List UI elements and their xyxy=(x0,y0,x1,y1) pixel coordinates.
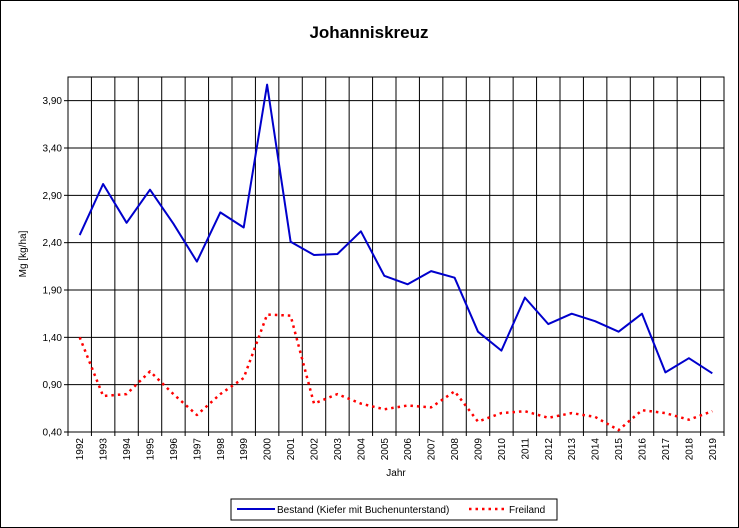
series-line-bestand xyxy=(78,83,713,375)
x-tick-label: 1993 xyxy=(99,438,110,461)
x-tick-label: 1997 xyxy=(192,438,203,461)
x-tick-label: 1992 xyxy=(75,438,86,461)
x-axis-label: Jahr xyxy=(386,468,406,479)
y-tick-label: 3,90 xyxy=(43,96,63,107)
x-tick-label: 2019 xyxy=(708,438,719,461)
y-tick-label: 1,90 xyxy=(43,286,63,297)
x-tick-label: 1998 xyxy=(216,438,227,461)
x-tick-labels: 1992 1993 1994 1995 1996 1997 1998 1999 2000 2001… xyxy=(75,438,719,461)
x-tick-label: 2018 xyxy=(684,438,695,461)
legend-label-freiland: Freiland xyxy=(509,505,545,516)
x-tick-label: 2016 xyxy=(638,438,649,461)
y-tick-label: 2,90 xyxy=(43,191,63,202)
legend: Bestand (Kiefer mit Buchenunterstand) Fr… xyxy=(230,498,558,521)
x-tick-label: 2000 xyxy=(263,438,274,461)
x-tick-label: 2009 xyxy=(474,438,485,461)
x-tick-label: 2013 xyxy=(567,438,578,461)
x-tick-label: 2006 xyxy=(403,438,414,461)
y-tick-label: 0,40 xyxy=(43,428,63,439)
legend-box xyxy=(230,498,558,521)
chart-title: Johanniskreuz xyxy=(309,23,428,42)
x-tick-label: 1994 xyxy=(122,438,133,461)
y-tick-labels: 0,40 0,90 1,40 1,90 2,40 2,90 3,40 3,90 xyxy=(43,96,63,438)
x-tick-label: 2003 xyxy=(333,438,344,461)
x-tick-label: 1999 xyxy=(239,438,250,461)
x-tick-label: 1995 xyxy=(146,438,157,461)
series-layer xyxy=(78,83,713,432)
y-tick-label: 2,40 xyxy=(43,238,63,249)
series-line-freiland xyxy=(78,313,713,432)
y-axis-label: Mg [kg/ha] xyxy=(18,230,29,277)
y-tick-label: 0,90 xyxy=(43,380,63,391)
x-tick-label: 2005 xyxy=(380,438,391,461)
x-tick-label: 2011 xyxy=(520,438,531,460)
grid-vertical xyxy=(67,77,725,436)
x-tick-label: 1996 xyxy=(169,438,180,461)
x-tick-label: 2010 xyxy=(497,438,508,461)
x-tick-label: 2001 xyxy=(286,438,297,461)
legend-label-bestand: Bestand (Kiefer mit Buchenunterstand) xyxy=(277,505,449,516)
x-tick-label: 2012 xyxy=(544,438,555,461)
x-tick-label: 2014 xyxy=(591,438,602,461)
x-tick-label: 2007 xyxy=(427,438,438,461)
x-tick-label: 2015 xyxy=(614,438,625,461)
y-tick-label: 1,40 xyxy=(43,333,63,344)
x-tick-label: 2017 xyxy=(661,438,672,461)
x-tick-label: 2008 xyxy=(450,438,461,461)
x-tick-label: 2004 xyxy=(356,438,367,461)
y-tick-label: 3,40 xyxy=(43,144,63,155)
x-tick-label: 2002 xyxy=(310,438,321,461)
